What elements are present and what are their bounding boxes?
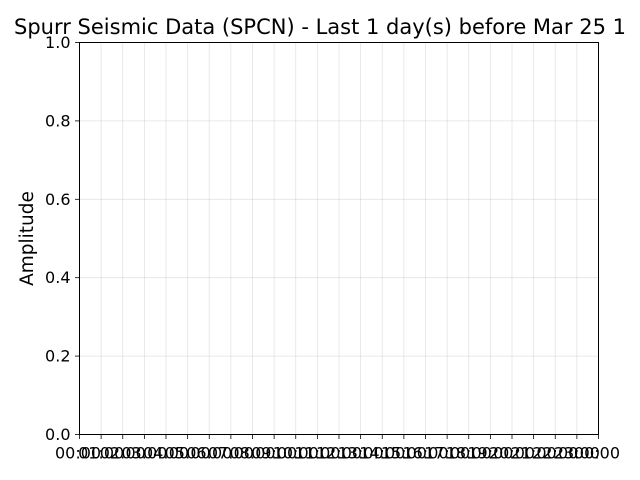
x-tick-label: 16:00 (402, 444, 448, 463)
x-tick-label: 01:00 (78, 444, 124, 463)
x-tick-label: 19:00 (467, 444, 513, 463)
y-tick-label: 1.0 (45, 33, 70, 52)
x-tick-label: 02:00 (100, 444, 146, 463)
x-tick-label: 20:00 (489, 444, 535, 463)
x-tick-label: 07:00 (208, 444, 254, 463)
y-axis-label: Amplitude (17, 191, 38, 286)
y-tick-label: 0.2 (45, 347, 70, 366)
x-tick-label: 00:00 (55, 444, 101, 463)
x-tick-label: 18:00 (446, 444, 492, 463)
x-tick-label: 11:00 (294, 444, 340, 463)
y-tick-label: 0.8 (45, 111, 70, 130)
x-tick-label: 08:00 (229, 444, 275, 463)
x-tick-label: 06:00 (186, 444, 232, 463)
x-tick-label: 04:00 (143, 444, 189, 463)
x-tick-label: 15:00 (381, 444, 427, 463)
y-tick-label: 0.6 (45, 190, 70, 209)
x-tick-label: 14:00 (359, 444, 405, 463)
chart-title: Spurr Seismic Data (SPCN) - Last 1 day(s… (14, 15, 626, 39)
x-tick-label: 05:00 (165, 444, 211, 463)
x-tick-label: 21:00 (511, 444, 557, 463)
y-tick-label: 0.0 (45, 425, 70, 444)
x-tick-label: 13:00 (338, 444, 384, 463)
x-tick-label: 23:00 (554, 444, 600, 463)
x-tick-label: 22:00 (532, 444, 578, 463)
x-tick-label: 10:00 (273, 444, 319, 463)
x-tick-label: 17:00 (424, 444, 470, 463)
x-tick-label: 00:00 (574, 444, 620, 463)
x-tick-label: 12:00 (316, 444, 362, 463)
y-axis: 0.0 0.2 0.4 0.6 0.8 1.0 (45, 33, 80, 444)
x-tick-label: 09:00 (251, 444, 297, 463)
x-gridlines (79, 42, 599, 435)
x-tick-label: 03:00 (121, 444, 167, 463)
x-axis: 00:0001:0002:0003:0004:0005:0006:0007:00… (55, 434, 620, 463)
y-tick-label: 0.4 (45, 268, 70, 287)
